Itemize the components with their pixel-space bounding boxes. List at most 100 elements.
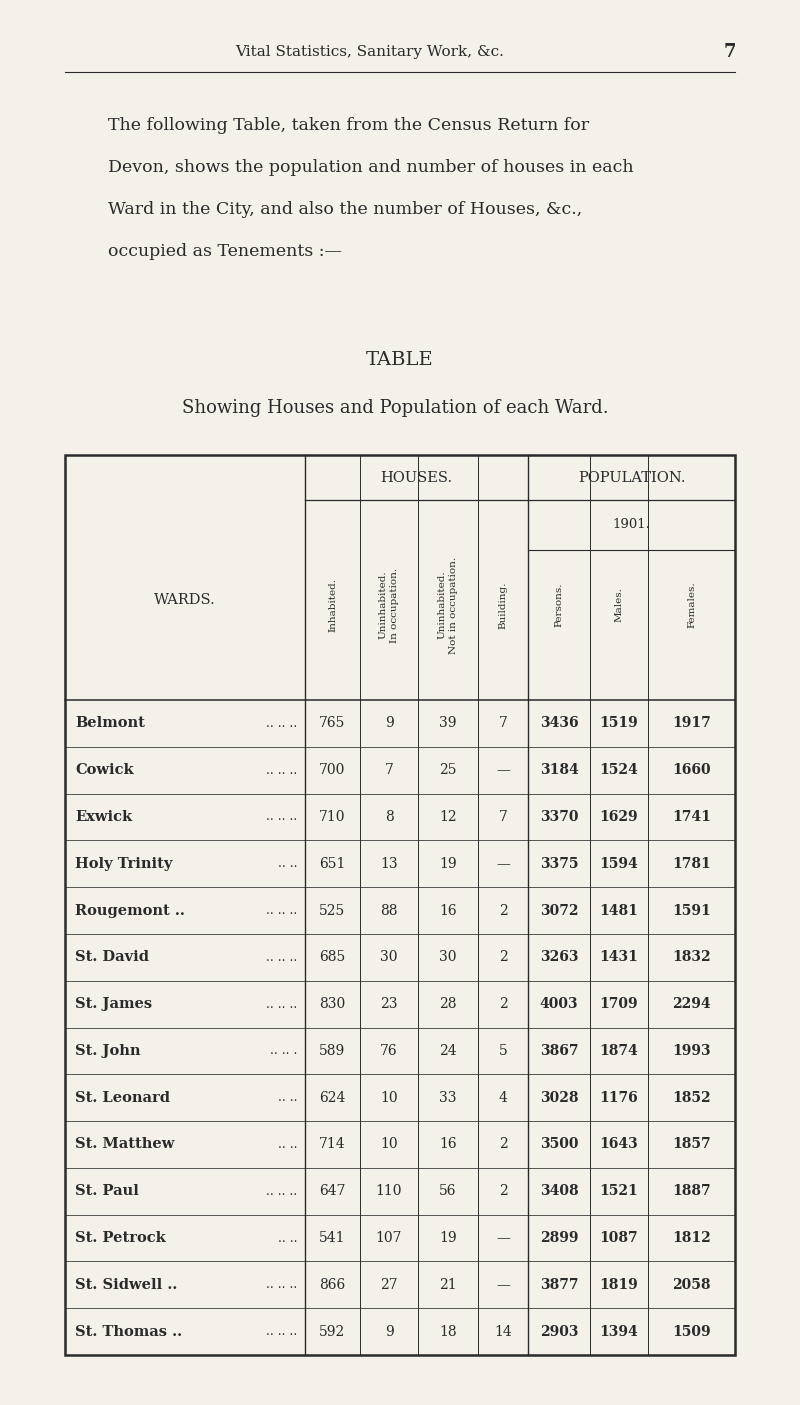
Text: 1819: 1819 [600,1277,638,1291]
Text: 1521: 1521 [600,1184,638,1198]
Text: 30: 30 [380,950,398,964]
Text: 830: 830 [319,998,346,1012]
Text: 651: 651 [319,857,346,871]
Text: .. .. ..: .. .. .. [266,1279,297,1291]
Text: 3867: 3867 [540,1044,578,1058]
Text: .. .. ..: .. .. .. [266,764,297,777]
Text: Vital Statistics, Sanitary Work, &c.: Vital Statistics, Sanitary Work, &c. [235,45,505,59]
Text: St. Paul: St. Paul [75,1184,139,1198]
Text: —: — [496,1231,510,1245]
Text: 1591: 1591 [672,903,711,917]
Text: 88: 88 [380,903,398,917]
Text: The following Table, taken from the Census Return for: The following Table, taken from the Cens… [108,117,589,133]
Text: 16: 16 [439,903,457,917]
Text: 39: 39 [439,717,457,731]
Text: WARDS.: WARDS. [154,593,216,607]
Text: Uninhabited.
Not in occupation.: Uninhabited. Not in occupation. [438,556,458,653]
Text: 1874: 1874 [600,1044,638,1058]
Text: 1524: 1524 [600,763,638,777]
Text: 9: 9 [385,717,394,731]
Text: 592: 592 [319,1325,346,1339]
Text: 1594: 1594 [600,857,638,871]
Text: 19: 19 [439,1231,457,1245]
Text: 866: 866 [319,1277,346,1291]
Text: 19: 19 [439,857,457,871]
Text: 541: 541 [319,1231,346,1245]
Text: St. David: St. David [75,950,149,964]
Text: POPULATION.: POPULATION. [578,471,686,485]
Text: 1781: 1781 [672,857,711,871]
Text: 1509: 1509 [672,1325,711,1339]
Text: Rougemont ..: Rougemont .. [75,903,185,917]
Text: 1857: 1857 [672,1138,711,1152]
Text: —: — [496,857,510,871]
Text: 1852: 1852 [672,1090,711,1104]
Text: .. ..: .. .. [278,1138,297,1151]
Text: 13: 13 [380,857,398,871]
Text: 33: 33 [439,1090,457,1104]
Text: .. .. ..: .. .. .. [266,1184,297,1197]
Text: Cowick: Cowick [75,763,134,777]
Text: 700: 700 [319,763,346,777]
Text: Devon, shows the population and number of houses in each: Devon, shows the population and number o… [108,159,634,176]
Text: 710: 710 [319,809,346,823]
Text: 1176: 1176 [600,1090,638,1104]
Text: 1993: 1993 [672,1044,711,1058]
Text: 4: 4 [498,1090,507,1104]
Text: 2294: 2294 [672,998,711,1012]
Text: 2903: 2903 [540,1325,578,1339]
Text: .. .. ..: .. .. .. [266,1325,297,1338]
Text: St. Thomas ..: St. Thomas .. [75,1325,182,1339]
Text: 1901.: 1901. [613,518,650,531]
Text: HOUSES.: HOUSES. [381,471,453,485]
Text: Males.: Males. [614,587,623,622]
Text: 1481: 1481 [599,903,638,917]
Text: 21: 21 [439,1277,457,1291]
Text: St. John: St. John [75,1044,141,1058]
Text: occupied as Tenements :—: occupied as Tenements :— [108,243,342,260]
Text: 24: 24 [439,1044,457,1058]
Text: 1431: 1431 [599,950,638,964]
Text: 1660: 1660 [672,763,711,777]
Text: 1812: 1812 [672,1231,711,1245]
Text: 647: 647 [319,1184,346,1198]
Text: 7: 7 [498,717,507,731]
Text: St. Matthew: St. Matthew [75,1138,174,1152]
Text: 2: 2 [498,950,507,964]
Text: .. .. ..: .. .. .. [266,903,297,917]
Text: 16: 16 [439,1138,457,1152]
Text: 1629: 1629 [600,809,638,823]
Text: 4003: 4003 [540,998,578,1012]
Text: 3877: 3877 [540,1277,578,1291]
Text: 8: 8 [385,809,394,823]
Text: TABLE: TABLE [366,351,434,370]
Text: 2: 2 [498,1184,507,1198]
Text: 56: 56 [439,1184,457,1198]
Text: 3263: 3263 [540,950,578,964]
Text: St. James: St. James [75,998,152,1012]
Text: 10: 10 [380,1138,398,1152]
Text: 1709: 1709 [600,998,638,1012]
Text: .. .. ..: .. .. .. [266,717,297,729]
Text: Persons.: Persons. [554,583,563,627]
Text: 2058: 2058 [672,1277,710,1291]
Text: 2: 2 [498,1138,507,1152]
Text: 3408: 3408 [540,1184,578,1198]
Text: Inhabited.: Inhabited. [328,577,337,632]
Text: 30: 30 [439,950,457,964]
Text: Ward in the City, and also the number of Houses, &c.,: Ward in the City, and also the number of… [108,201,582,218]
Text: 1741: 1741 [672,809,711,823]
Text: 714: 714 [319,1138,346,1152]
Text: 14: 14 [494,1325,512,1339]
Text: 76: 76 [380,1044,398,1058]
Text: 1394: 1394 [600,1325,638,1339]
Text: 1087: 1087 [600,1231,638,1245]
Text: St. Leonard: St. Leonard [75,1090,170,1104]
Text: 2: 2 [498,998,507,1012]
Text: .. .. ..: .. .. .. [266,951,297,964]
Text: .. .. ..: .. .. .. [266,811,297,823]
Text: St. Sidwell ..: St. Sidwell .. [75,1277,178,1291]
Text: 765: 765 [319,717,346,731]
Text: 107: 107 [376,1231,402,1245]
Text: 2: 2 [498,903,507,917]
